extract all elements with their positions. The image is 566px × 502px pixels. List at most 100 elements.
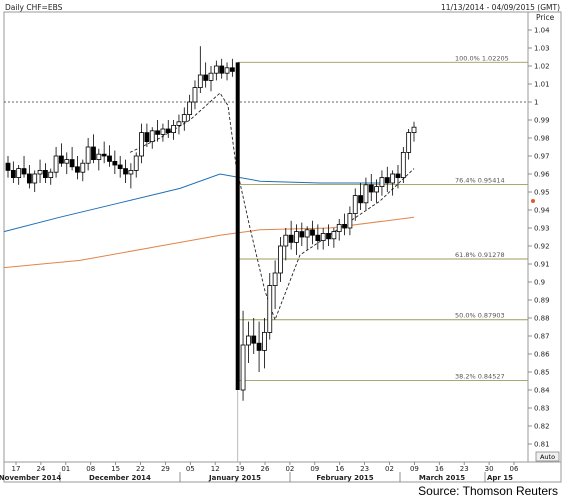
candle [395,165,401,189]
moving-average-blue [3,173,380,233]
x-tick-label: 29 [161,465,170,473]
y-tick-label: 0.92 [534,243,550,251]
x-tick-label: 06 [510,465,519,473]
candle [229,58,235,77]
candle [235,62,240,391]
x-tick-label: 16 [435,465,444,473]
x-tick-label: 30 [485,465,494,473]
candle [16,165,22,185]
fib-level-label: 38.2% 0.84527 [455,373,505,381]
y-tick-label: 0.89 [534,297,550,305]
x-month-label: November 2014 [0,474,61,482]
candle [358,183,363,210]
y-tick-label: 0.99 [534,117,550,125]
y-tick-label: 0.96 [534,171,550,179]
x-tick-label: 02 [385,465,394,473]
candle [85,138,91,171]
plot-area [3,11,529,463]
candle [75,156,80,180]
x-tick-label: 15 [111,465,120,473]
source-note: Source: Thomson Reuters [418,484,558,498]
candle [267,273,273,340]
candle [181,107,187,131]
candle [160,123,166,142]
candle [352,188,358,221]
auto-scale-label[interactable]: Auto [540,453,555,461]
last-price-marker [531,199,535,203]
y-tick-label: 0.82 [534,423,550,431]
y-tick-label: 1.02 [534,63,550,71]
candle [37,159,43,183]
y-tick-label: 0.86 [534,351,550,359]
price-axis-panel [527,11,562,463]
candle [256,321,262,372]
x-tick-label: 26 [261,465,270,473]
time-axis-panel [3,461,562,483]
x-month-label: February 2015 [316,474,373,482]
candle [96,148,102,171]
candle [219,58,225,79]
date-range: 11/13/2014 - 04/09/2015 (GMT) [441,3,560,12]
candle [69,147,75,171]
candle [112,150,118,174]
candle [176,114,182,135]
candle [80,159,86,182]
x-month-label: January 2015 [208,474,261,482]
y-tick-label: 0.95 [534,189,550,197]
candle [336,219,342,241]
candle [53,147,59,178]
candle [224,62,230,81]
candle [347,206,353,236]
y-tick-label: 0.85 [534,369,550,377]
y-tick-label: 1.01 [534,81,550,89]
auto-scale-button[interactable] [535,451,560,462]
x-tick-label: 16 [335,465,344,473]
candle [144,123,150,147]
price-axis-label: Price [536,13,555,22]
fib-level-label: 76.4% 0.95414 [455,177,505,185]
candle [288,220,294,250]
x-tick-label: 08 [86,465,95,473]
candle [294,224,299,255]
y-tick-label: 0.87 [534,333,550,341]
candle [379,170,385,196]
candle [320,228,326,250]
x-month-label: December 2014 [89,474,151,482]
candle [283,228,289,261]
candle [203,62,209,88]
candle [363,177,369,210]
candle [107,145,112,167]
y-tick-label: 0.91 [534,261,550,269]
x-tick-label: 09 [410,465,419,473]
candle [21,156,27,178]
candle [139,123,144,164]
candle [278,237,283,282]
candle [133,152,139,178]
candle [400,147,406,183]
candle [240,310,246,401]
moving-average-orange [3,216,415,269]
x-tick-label: 09 [310,465,319,473]
candle [406,129,412,160]
x-tick-label: 23 [460,465,469,473]
y-tick-label: 0.88 [534,315,550,323]
candle [165,120,171,138]
candle [384,166,390,192]
y-tick-label: 0.84 [534,387,550,395]
candle [304,226,310,250]
candle [155,120,160,142]
y-tick-label: 1 [534,99,538,107]
x-tick-label: 02 [285,465,294,473]
candle [187,94,193,120]
candle [48,168,54,185]
y-tick-label: 0.97 [534,153,550,161]
y-tick-label: 0.81 [534,441,550,449]
x-tick-label: 22 [136,465,145,473]
fib-level-label: 61.8% 0.91278 [455,251,505,259]
candle [213,60,219,81]
candle [310,220,315,245]
candle [42,163,48,183]
candle [390,170,396,196]
candle [123,159,128,183]
